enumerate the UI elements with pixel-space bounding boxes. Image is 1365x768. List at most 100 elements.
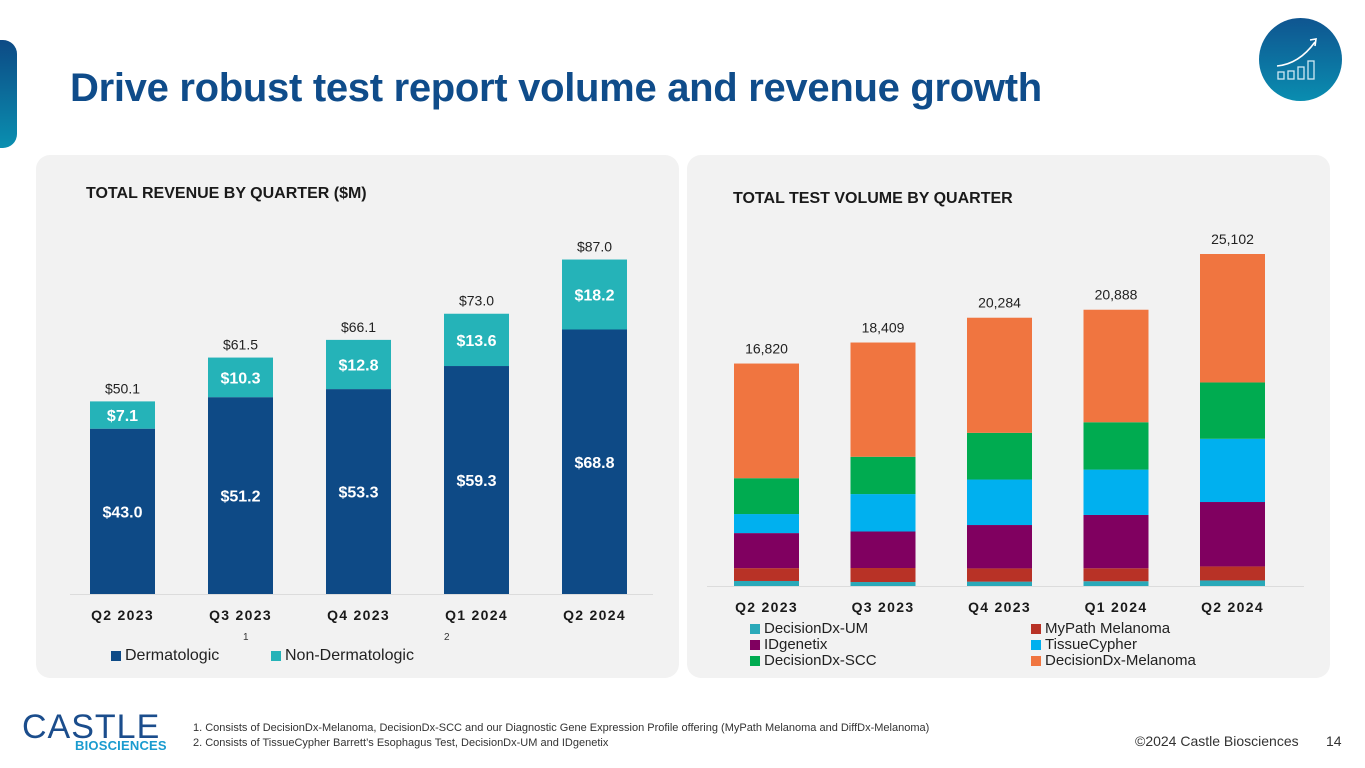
copyright: ©2024 Castle Biosciences — [1135, 733, 1299, 749]
legend-item-idgenetix: IDgenetix — [750, 636, 827, 653]
bar-mypath-melanoma-q3-2023 — [850, 568, 916, 583]
bar-decisiondx-um-q2-2023 — [734, 580, 799, 586]
legend-label: TissueCypher — [1045, 636, 1137, 653]
bar-decisiondx-um-q4-2023 — [967, 581, 1032, 586]
logo-wordmark: CASTLE — [22, 708, 161, 746]
total-label: $87.0 — [577, 239, 612, 255]
x-tick-label: Q1 2024 — [445, 607, 508, 623]
revenue-panel: TOTAL REVENUE BY QUARTER ($M) $43.0 $7.1 $… — [36, 155, 679, 678]
bar-non-dermatologic-q4-2023 — [326, 339, 391, 390]
bar-decisiondx-scc-q4-2023 — [967, 432, 1032, 480]
x-tick-label: Q2 2023 — [91, 607, 154, 623]
legend-label: IDgenetix — [764, 636, 828, 653]
total-label: $66.1 — [341, 319, 376, 335]
bar-tissuecypher-q4-2023 — [967, 479, 1032, 526]
legend-label: DecisionDx-Melanoma — [1045, 652, 1196, 669]
bar-decisiondx-scc-q2-2023 — [734, 478, 799, 515]
legend-swatch — [750, 623, 760, 634]
legend-swatch — [1031, 655, 1041, 666]
bar-idgenetix-q4-2023 — [967, 525, 1032, 569]
bar-tissuecypher-q2-2023 — [734, 514, 799, 534]
growth-chart-icon — [1276, 38, 1317, 80]
bar-decisiondx-melanoma-q1-2024 — [1083, 309, 1149, 423]
bar-mypath-melanoma-q4-2023 — [967, 568, 1032, 582]
legend-label: DecisionDx-SCC — [764, 652, 877, 669]
x-tick-label: Q4 2023 — [327, 607, 390, 623]
legend-item-dermatologic: Dermatologic — [111, 647, 219, 665]
legend-item-decisiondx-um: DecisionDx-UM — [750, 620, 868, 637]
total-label: 16,820 — [745, 341, 788, 357]
page-title: Drive robust test report volume and reve… — [70, 66, 1042, 110]
x-tick-label: Q3 2023 — [209, 607, 272, 623]
bar-idgenetix-q3-2023 — [850, 531, 916, 569]
bar-tissuecypher-q3-2023 — [850, 494, 916, 532]
bar-decisiondx-scc-q1-2024 — [1083, 422, 1149, 470]
volume-panel: TOTAL TEST VOLUME BY QUARTER 16,820 Q2 20… — [687, 155, 1330, 678]
bar-dermatologic-q2-2024 — [562, 329, 627, 594]
legend-item-tissuecypher: TissueCypher — [1031, 636, 1137, 653]
data-label-dermatologic: $51.2 — [220, 489, 260, 506]
bar-dermatologic-q2-2023 — [90, 428, 155, 594]
footnote-1: 1. Consists of DecisionDx-Melanoma, Deci… — [193, 722, 930, 734]
x-tick-label: Q1 2024 — [1085, 599, 1148, 615]
bar-decisiondx-um-q1-2024 — [1083, 581, 1149, 586]
bar-non-dermatologic-q2-2024 — [562, 259, 627, 330]
bar-decisiondx-um-q3-2023 — [850, 582, 916, 586]
footnote-ref-1: 1 — [243, 632, 249, 643]
bar-mypath-melanoma-q1-2024 — [1083, 568, 1149, 582]
bar-idgenetix-q1-2024 — [1083, 514, 1149, 569]
legend-swatch — [271, 651, 281, 661]
side-accent-tab — [0, 40, 17, 148]
total-label: 20,284 — [978, 295, 1021, 311]
bar-tissuecypher-q1-2024 — [1083, 469, 1149, 515]
growth-badge — [1259, 18, 1342, 101]
page-number: 14 — [1326, 733, 1342, 749]
data-label-non-dermatologic: $12.8 — [338, 357, 378, 374]
bar-non-dermatologic-q1-2024 — [444, 313, 509, 367]
data-label-dermatologic: $59.3 — [456, 473, 496, 490]
logo-subtitle: BIOSCIENCES — [75, 738, 167, 753]
bar-mypath-melanoma-q2-2023 — [734, 568, 799, 581]
volume-chart-title: TOTAL TEST VOLUME BY QUARTER — [733, 190, 1013, 207]
x-tick-label: Q3 2023 — [852, 599, 915, 615]
footnote-ref-2: 2 — [444, 632, 450, 643]
bar-dermatologic-q1-2024 — [444, 366, 509, 594]
data-label-non-dermatologic: $13.6 — [456, 333, 496, 350]
legend-label: Non-Dermatologic — [285, 647, 414, 664]
total-label: 18,409 — [862, 320, 905, 336]
legend-label: MyPath Melanoma — [1045, 620, 1171, 637]
legend-swatch — [111, 651, 121, 661]
total-label: 25,102 — [1211, 231, 1254, 247]
legend-item-decisiondx-melanoma: DecisionDx-Melanoma — [1031, 652, 1196, 669]
legend-item-non-dermatologic: Non-Dermatologic — [271, 647, 414, 665]
total-label: $50.1 — [105, 380, 140, 396]
legend-item-decisiondx-scc: DecisionDx-SCC — [750, 652, 877, 669]
data-label-non-dermatologic: $10.3 — [220, 370, 260, 387]
revenue-chart: $43.0 $7.1 $50.1 Q2 2023 $51.2 $10.3 $61.5 Q3 2… — [70, 239, 653, 623]
x-tick-label: Q2 2024 — [563, 607, 626, 623]
bar-decisiondx-um-q2-2024 — [1200, 580, 1265, 586]
total-label: 20,888 — [1095, 287, 1138, 303]
bar-dermatologic-q3-2023 — [208, 397, 273, 594]
bar-dermatologic-q4-2023 — [326, 389, 391, 594]
x-tick-label: Q2 2024 — [1201, 599, 1264, 615]
bar-non-dermatologic-q3-2023 — [208, 357, 273, 398]
data-label-dermatologic: $43.0 — [102, 504, 142, 521]
data-label-dermatologic: $68.8 — [574, 455, 614, 472]
castle-biosciences-logo: CASTLE BIOSCIENCES — [22, 708, 167, 756]
data-label-non-dermatologic: $18.2 — [574, 288, 614, 305]
bar-decisiondx-melanoma-q2-2024 — [1200, 254, 1265, 383]
bar-decisiondx-scc-q3-2023 — [850, 456, 916, 495]
bar-decisiondx-scc-q2-2024 — [1200, 382, 1265, 439]
bar-tissuecypher-q2-2024 — [1200, 438, 1265, 503]
bar-decisiondx-melanoma-q4-2023 — [967, 317, 1032, 433]
x-tick-label: Q4 2023 — [968, 599, 1031, 615]
total-label: $61.5 — [223, 337, 258, 353]
data-label-non-dermatologic: $7.1 — [107, 408, 138, 425]
legend-label: Dermatologic — [125, 647, 220, 664]
bar-idgenetix-q2-2024 — [1200, 502, 1265, 567]
footnote-2: 2. Consists of TissueCypher Barrett’s Es… — [193, 737, 609, 749]
data-label-dermatologic: $53.3 — [338, 485, 378, 502]
bar-decisiondx-melanoma-q2-2023 — [734, 363, 799, 479]
bar-decisiondx-melanoma-q3-2023 — [850, 342, 916, 457]
